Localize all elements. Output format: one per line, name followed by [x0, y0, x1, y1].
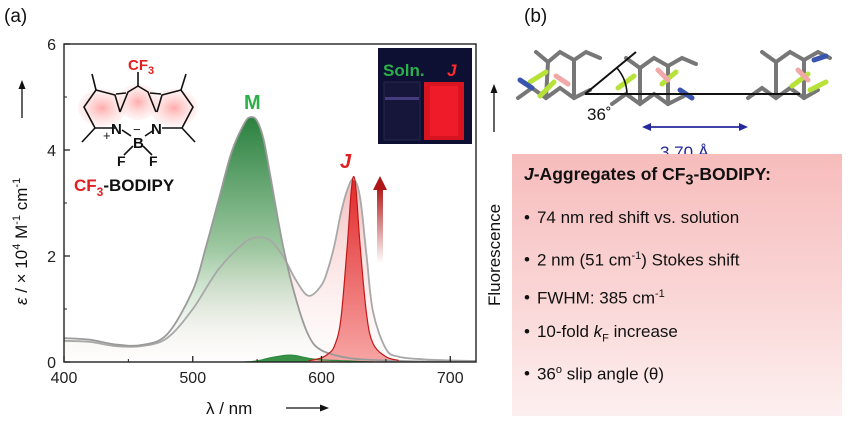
y-axis-label-exp3: -1: [11, 178, 23, 188]
molecule-atom-n-left: N: [111, 121, 122, 138]
molecule-charge-minus: −: [133, 122, 141, 137]
summary-item: 74 nm red shift vs. solution: [522, 199, 832, 237]
x-tick-label: 700: [437, 370, 464, 387]
distance-arrow-left-head: [642, 123, 651, 131]
spectrum-lines: [63, 116, 477, 363]
axis-ticks: 400 500 600 700 0 2 4 6: [47, 37, 464, 387]
x-tick-label: 500: [179, 370, 206, 387]
summary-title-italic: J: [524, 164, 534, 184]
y-axis-arrow: [18, 80, 26, 118]
x-axis-label: λ / nm: [206, 399, 252, 418]
molecule-atom-boron: B: [133, 135, 144, 152]
y-axis-label: ε / × 104 M-1 cm-1: [11, 178, 31, 305]
y-axis-label-exp2: -1: [11, 215, 23, 225]
stacking-axis-line: [584, 51, 637, 95]
y-tick-label: 0: [47, 355, 56, 372]
y-tick-label: 4: [47, 143, 56, 160]
summary-title-text: -Aggregates of CF: [533, 164, 686, 184]
summary-title: J-Aggregates of CF3-BODIPY:: [524, 164, 832, 189]
molecule-atom-f-right: F: [149, 153, 158, 169]
x-tick-label: 600: [308, 370, 335, 387]
increase-arrow: [373, 176, 387, 263]
molecule-substituent: CF3: [128, 57, 154, 77]
fluorescence-axis-arrow: [490, 84, 498, 132]
panel-a-label: (a): [4, 6, 27, 27]
monomer-peak-label: M: [244, 92, 261, 114]
summary-title-sub: 3: [685, 172, 694, 189]
y-axis-label-exp: 4: [11, 244, 23, 250]
y-tick-label: 6: [47, 37, 56, 54]
y-axis-label-part: / × 10: [12, 250, 31, 298]
summary-box: J-Aggregates of CF3-BODIPY: 74 nm red sh…: [512, 154, 842, 416]
summary-title-end: -BODIPY:: [693, 164, 771, 184]
summary-item: 2 nm (51 cm-1) Stokes shift: [522, 237, 832, 275]
molecule-atom-f-left: F: [117, 153, 126, 169]
aggregate-absorption-line: [63, 178, 477, 362]
y-tick-label: 2: [47, 249, 56, 266]
slip-angle-label: 36˚: [587, 105, 612, 124]
molecule-charge-plus: +: [103, 128, 111, 143]
summary-item: FWHM: 385 cm-1: [522, 275, 832, 313]
y-axis-label-unit2: cm: [12, 188, 31, 215]
summary-item: 36o slip angle (θ): [522, 351, 832, 389]
vial-photo: Soln. J: [378, 48, 472, 144]
solution-fluorescence-line: [244, 354, 374, 363]
y-axis-label-symbol: ε: [12, 297, 31, 305]
x-tick-label: 400: [51, 370, 78, 387]
summary-item: 10-fold kF increase: [522, 313, 832, 351]
aggregate-peak-label: J: [340, 151, 352, 173]
stacking-diagram: 36˚ 3.70 Å: [516, 49, 832, 162]
molecule-structure: CF3 N N B − + F F CF3-BODIPY: [74, 57, 198, 199]
aggregate-fluorescence-area: [308, 176, 399, 362]
absorption-chart: 400 500 600 700 0 2 4 6: [47, 37, 477, 387]
molecule-atom-n-right: N: [151, 121, 162, 138]
vial-label-solution: Soln.: [383, 61, 425, 80]
monomer-absorption-line: [63, 116, 476, 363]
y-axis-label-unit: M: [12, 225, 31, 244]
fluorescence-axis-label: Fluorescence: [485, 204, 504, 306]
molecule-name: CF3-BODIPY: [74, 176, 175, 199]
summary-list: 74 nm red shift vs. solution 2 nm (51 cm…: [522, 199, 832, 389]
vial-label-aggregate: J: [447, 61, 457, 80]
x-axis-arrow: [286, 404, 329, 412]
distance-arrow-right-head: [739, 123, 748, 131]
angle-arc: [616, 67, 628, 95]
panel-b-label: (b): [524, 6, 547, 27]
aggregate-fluorescence-line: [308, 175, 399, 362]
